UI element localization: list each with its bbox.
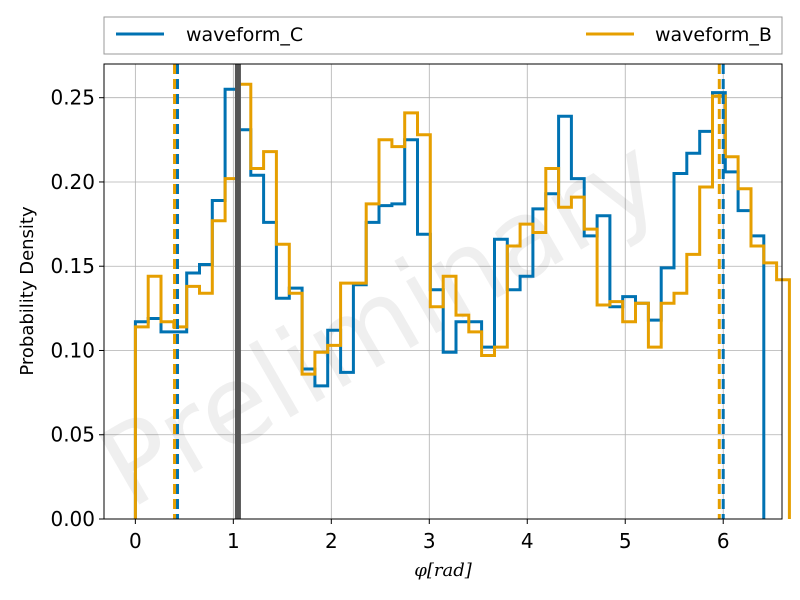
y-axis: 0.00 0.05 0.10 0.15 0.20 0.25 — [50, 86, 104, 531]
x-tick-label: 3 — [423, 529, 436, 553]
x-axis-label: φ[rad] — [414, 560, 472, 581]
x-tick-label: 2 — [325, 529, 338, 553]
plot-lines — [133, 64, 791, 519]
y-tick-label: 0.20 — [50, 170, 95, 194]
legend: waveform_C waveform_B — [103, 16, 783, 55]
axes-frame — [103, 63, 783, 520]
y-tick-label: 0.00 — [50, 507, 95, 531]
y-tick-label: 0.25 — [50, 86, 95, 110]
x-tick-label: 4 — [521, 529, 534, 553]
y-axis-label: Probability Density — [17, 206, 38, 376]
y-tick-label: 0.05 — [50, 423, 95, 447]
legend-label-waveform-b: waveform_B — [655, 24, 772, 46]
x-tick-label: 6 — [717, 529, 730, 553]
y-tick-label: 0.10 — [50, 338, 95, 362]
legend-label-waveform-c: waveform_C — [186, 24, 303, 46]
x-tick-label: 0 — [129, 529, 142, 553]
x-tick-label: 1 — [227, 529, 240, 553]
x-tick-label: 5 — [619, 529, 632, 553]
y-tick-label: 0.15 — [50, 254, 95, 278]
legend-frame — [103, 16, 783, 55]
x-axis: 0 1 2 3 4 5 6 — [129, 519, 730, 553]
